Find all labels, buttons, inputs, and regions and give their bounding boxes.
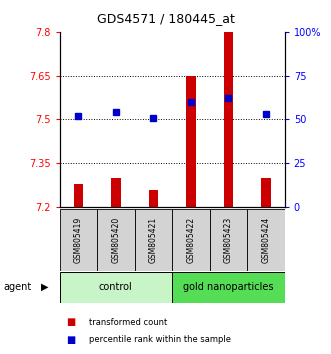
Bar [97, 209, 135, 271]
Text: GSM805420: GSM805420 [111, 217, 120, 263]
Bar [111, 178, 120, 207]
Text: transformed count: transformed count [89, 318, 167, 327]
Text: GSM805423: GSM805423 [224, 217, 233, 263]
Text: ■: ■ [66, 317, 75, 327]
Text: control: control [99, 282, 133, 292]
Text: GSM805422: GSM805422 [186, 217, 195, 263]
Text: GSM805424: GSM805424 [261, 217, 270, 263]
Text: gold nanoparticles: gold nanoparticles [183, 282, 274, 292]
Bar [149, 190, 158, 207]
Text: percentile rank within the sample: percentile rank within the sample [89, 335, 231, 344]
Bar [172, 209, 210, 271]
Text: GSM805421: GSM805421 [149, 217, 158, 263]
Bar [172, 272, 285, 303]
Text: ■: ■ [66, 335, 75, 345]
Text: ▶: ▶ [41, 282, 48, 292]
Bar [247, 209, 285, 271]
Text: agent: agent [3, 282, 31, 292]
Text: GSM805419: GSM805419 [74, 217, 83, 263]
Bar [186, 76, 196, 207]
Bar [60, 272, 172, 303]
Text: GDS4571 / 180445_at: GDS4571 / 180445_at [97, 12, 234, 25]
Bar [210, 209, 247, 271]
Bar [60, 209, 97, 271]
Bar [73, 184, 83, 207]
Bar [135, 209, 172, 271]
Bar [261, 178, 270, 207]
Bar [224, 32, 233, 207]
